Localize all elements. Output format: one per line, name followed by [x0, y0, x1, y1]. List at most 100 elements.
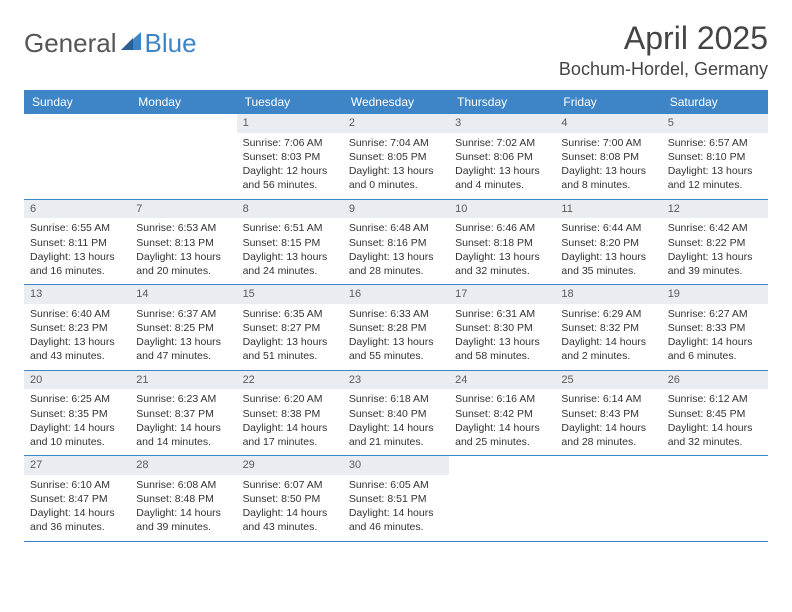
sunset-text: Sunset: 8:40 PM — [349, 407, 443, 421]
daylight-text: Daylight: 13 hours and 35 minutes. — [561, 250, 655, 278]
sunset-text: Sunset: 8:28 PM — [349, 321, 443, 335]
sunrise-text: Sunrise: 6:25 AM — [30, 392, 124, 406]
day-cell: 22Sunrise: 6:20 AMSunset: 8:38 PMDayligh… — [237, 371, 343, 456]
day-header: Thursday — [449, 90, 555, 114]
day-body: Sunrise: 6:23 AMSunset: 8:37 PMDaylight:… — [130, 389, 236, 455]
day-number: 14 — [130, 285, 236, 304]
day-body: Sunrise: 6:55 AMSunset: 8:11 PMDaylight:… — [24, 218, 130, 284]
day-number: 24 — [449, 371, 555, 390]
sunrise-text: Sunrise: 6:57 AM — [668, 136, 762, 150]
day-header-row: Sunday Monday Tuesday Wednesday Thursday… — [24, 90, 768, 114]
sunrise-text: Sunrise: 7:06 AM — [243, 136, 337, 150]
day-number: 21 — [130, 371, 236, 390]
day-body: Sunrise: 7:00 AMSunset: 8:08 PMDaylight:… — [555, 133, 661, 199]
sunrise-text: Sunrise: 6:08 AM — [136, 478, 230, 492]
day-number: 29 — [237, 456, 343, 475]
daylight-text: Daylight: 13 hours and 12 minutes. — [668, 164, 762, 192]
daylight-text: Daylight: 13 hours and 39 minutes. — [668, 250, 762, 278]
daylight-text: Daylight: 14 hours and 14 minutes. — [136, 421, 230, 449]
sunset-text: Sunset: 8:20 PM — [561, 236, 655, 250]
daylight-text: Daylight: 14 hours and 2 minutes. — [561, 335, 655, 363]
day-cell: 30Sunrise: 6:05 AMSunset: 8:51 PMDayligh… — [343, 456, 449, 541]
calendar: Sunday Monday Tuesday Wednesday Thursday… — [24, 90, 768, 542]
sunrise-text: Sunrise: 6:48 AM — [349, 221, 443, 235]
day-cell — [24, 114, 130, 199]
day-header: Monday — [130, 90, 236, 114]
day-number: 8 — [237, 200, 343, 219]
day-body: Sunrise: 6:27 AMSunset: 8:33 PMDaylight:… — [662, 304, 768, 370]
day-body: Sunrise: 6:08 AMSunset: 8:48 PMDaylight:… — [130, 475, 236, 541]
day-body: Sunrise: 6:25 AMSunset: 8:35 PMDaylight:… — [24, 389, 130, 455]
sunrise-text: Sunrise: 7:04 AM — [349, 136, 443, 150]
sunrise-text: Sunrise: 6:53 AM — [136, 221, 230, 235]
sunrise-text: Sunrise: 6:12 AM — [668, 392, 762, 406]
day-body: Sunrise: 6:53 AMSunset: 8:13 PMDaylight:… — [130, 218, 236, 284]
sunset-text: Sunset: 8:32 PM — [561, 321, 655, 335]
day-number: 6 — [24, 200, 130, 219]
day-body: Sunrise: 6:05 AMSunset: 8:51 PMDaylight:… — [343, 475, 449, 541]
sunset-text: Sunset: 8:03 PM — [243, 150, 337, 164]
logo-text-blue: Blue — [145, 28, 197, 59]
day-cell: 2Sunrise: 7:04 AMSunset: 8:05 PMDaylight… — [343, 114, 449, 199]
day-cell: 28Sunrise: 6:08 AMSunset: 8:48 PMDayligh… — [130, 456, 236, 541]
day-number: 5 — [662, 114, 768, 133]
day-body: Sunrise: 6:07 AMSunset: 8:50 PMDaylight:… — [237, 475, 343, 541]
day-cell — [662, 456, 768, 541]
day-cell: 19Sunrise: 6:27 AMSunset: 8:33 PMDayligh… — [662, 285, 768, 370]
sunrise-text: Sunrise: 6:07 AM — [243, 478, 337, 492]
sunrise-text: Sunrise: 6:18 AM — [349, 392, 443, 406]
daylight-text: Daylight: 14 hours and 10 minutes. — [30, 421, 124, 449]
day-number: 25 — [555, 371, 661, 390]
sunrise-text: Sunrise: 6:16 AM — [455, 392, 549, 406]
day-header: Friday — [555, 90, 661, 114]
weeks-container: 1Sunrise: 7:06 AMSunset: 8:03 PMDaylight… — [24, 114, 768, 542]
sunset-text: Sunset: 8:25 PM — [136, 321, 230, 335]
logo-text-general: General — [24, 28, 117, 59]
day-number: 4 — [555, 114, 661, 133]
daylight-text: Daylight: 13 hours and 51 minutes. — [243, 335, 337, 363]
sunrise-text: Sunrise: 6:20 AM — [243, 392, 337, 406]
day-number: 23 — [343, 371, 449, 390]
sunrise-text: Sunrise: 6:33 AM — [349, 307, 443, 321]
sunrise-text: Sunrise: 6:23 AM — [136, 392, 230, 406]
day-cell: 7Sunrise: 6:53 AMSunset: 8:13 PMDaylight… — [130, 200, 236, 285]
sunrise-text: Sunrise: 6:55 AM — [30, 221, 124, 235]
day-body: Sunrise: 6:20 AMSunset: 8:38 PMDaylight:… — [237, 389, 343, 455]
daylight-text: Daylight: 13 hours and 24 minutes. — [243, 250, 337, 278]
day-cell: 27Sunrise: 6:10 AMSunset: 8:47 PMDayligh… — [24, 456, 130, 541]
day-cell: 23Sunrise: 6:18 AMSunset: 8:40 PMDayligh… — [343, 371, 449, 456]
logo: General Blue — [24, 28, 197, 59]
day-body: Sunrise: 6:44 AMSunset: 8:20 PMDaylight:… — [555, 218, 661, 284]
day-body: Sunrise: 6:12 AMSunset: 8:45 PMDaylight:… — [662, 389, 768, 455]
daylight-text: Daylight: 13 hours and 47 minutes. — [136, 335, 230, 363]
sunrise-text: Sunrise: 6:29 AM — [561, 307, 655, 321]
day-body: Sunrise: 7:04 AMSunset: 8:05 PMDaylight:… — [343, 133, 449, 199]
day-body: Sunrise: 6:51 AMSunset: 8:15 PMDaylight:… — [237, 218, 343, 284]
title-block: April 2025 Bochum-Hordel, Germany — [559, 20, 768, 80]
day-cell: 12Sunrise: 6:42 AMSunset: 8:22 PMDayligh… — [662, 200, 768, 285]
header: General Blue April 2025 Bochum-Hordel, G… — [24, 20, 768, 80]
day-cell: 21Sunrise: 6:23 AMSunset: 8:37 PMDayligh… — [130, 371, 236, 456]
day-body: Sunrise: 7:02 AMSunset: 8:06 PMDaylight:… — [449, 133, 555, 199]
day-cell: 8Sunrise: 6:51 AMSunset: 8:15 PMDaylight… — [237, 200, 343, 285]
month-title: April 2025 — [559, 20, 768, 57]
daylight-text: Daylight: 14 hours and 6 minutes. — [668, 335, 762, 363]
sunset-text: Sunset: 8:13 PM — [136, 236, 230, 250]
day-cell: 5Sunrise: 6:57 AMSunset: 8:10 PMDaylight… — [662, 114, 768, 199]
sunrise-text: Sunrise: 6:46 AM — [455, 221, 549, 235]
sunset-text: Sunset: 8:15 PM — [243, 236, 337, 250]
day-body: Sunrise: 6:31 AMSunset: 8:30 PMDaylight:… — [449, 304, 555, 370]
sunrise-text: Sunrise: 6:14 AM — [561, 392, 655, 406]
day-body: Sunrise: 6:48 AMSunset: 8:16 PMDaylight:… — [343, 218, 449, 284]
sunset-text: Sunset: 8:47 PM — [30, 492, 124, 506]
sunset-text: Sunset: 8:33 PM — [668, 321, 762, 335]
sunrise-text: Sunrise: 7:00 AM — [561, 136, 655, 150]
day-number — [24, 114, 130, 133]
day-number — [130, 114, 236, 133]
sunrise-text: Sunrise: 6:42 AM — [668, 221, 762, 235]
day-number: 20 — [24, 371, 130, 390]
sail-icon — [119, 28, 143, 59]
sunset-text: Sunset: 8:43 PM — [561, 407, 655, 421]
daylight-text: Daylight: 13 hours and 8 minutes. — [561, 164, 655, 192]
day-number — [662, 456, 768, 475]
